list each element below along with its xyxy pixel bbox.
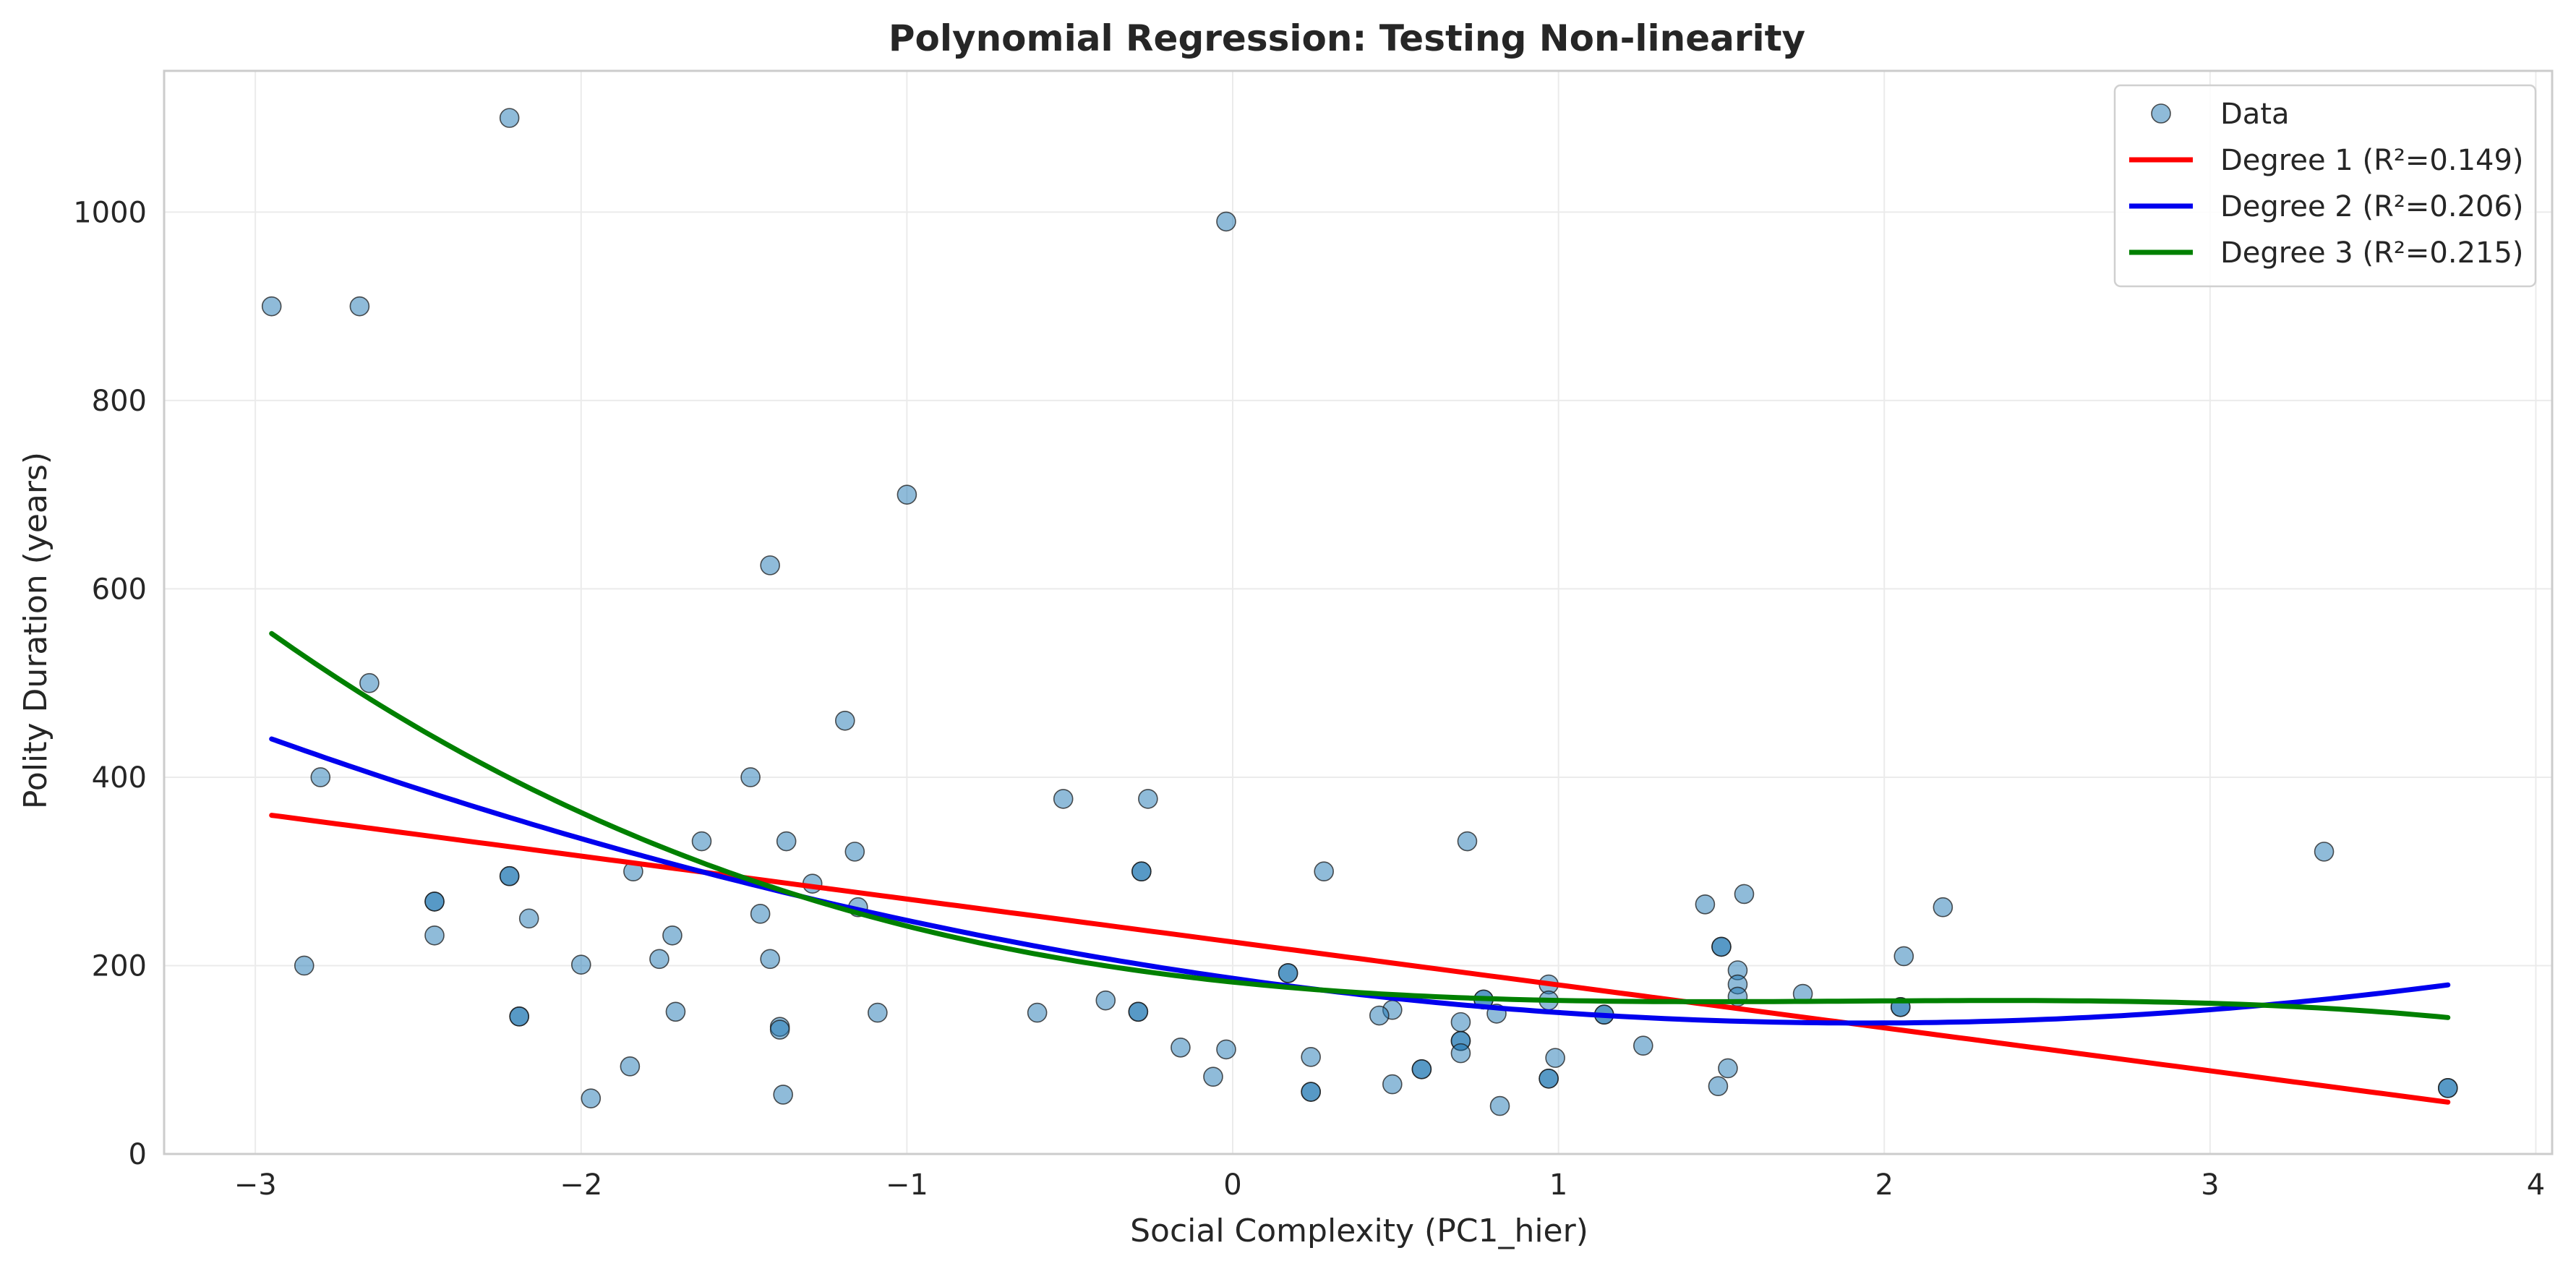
data-point [1216,1039,1236,1060]
chart-title: Polynomial Regression: Testing Non-linea… [889,17,1805,59]
data-point [424,925,445,946]
data-point [1131,861,1152,882]
data-point [834,710,855,731]
plot-frame [163,69,2554,1155]
data-point [310,767,331,787]
data-point [349,296,370,317]
y-axis-label: Polity Duration (years) [17,452,54,809]
legend: Data Degree 1 (R²=0.149) Degree 2 (R²=0.20… [2113,84,2537,288]
data-point [294,955,314,976]
data-point [1718,1058,1738,1079]
x-tick-label: 2 [1875,1168,1894,1202]
data-point [1027,1002,1048,1023]
data-point [750,904,771,924]
data-point [1450,1043,1471,1064]
data-point [1411,1059,1432,1080]
data-point [1053,789,1074,809]
series [261,108,2458,1116]
ticks: −3 −2 −1 0 1 2 3 4 0 200 400 600 800 1000 [73,196,2545,1202]
data-point [1457,831,1478,852]
data-point [1138,789,1158,809]
data-point [1933,897,1954,918]
x-tick-label: 3 [2201,1168,2219,1202]
data-point [844,842,865,862]
y-tick-label: 800 [92,385,147,418]
axes-spines [163,69,2554,1155]
data-point [1711,936,1732,957]
data-point [518,908,539,929]
data-point [1278,963,1298,983]
data-point [1314,861,1334,882]
data-point [773,1085,793,1105]
data-point [662,925,682,946]
data-point [620,1056,641,1077]
data-point [1708,1076,1729,1097]
data-point [769,1019,790,1040]
data-point [1216,211,1236,232]
x-tick-label: −2 [560,1168,602,1202]
x-tick-label: −3 [234,1168,277,1202]
data-point [359,672,380,693]
legend-label: Data [2220,98,2290,131]
legend-box [2113,84,2537,288]
data-point [1382,1074,1403,1095]
data-point [776,831,797,852]
y-tick-label: 600 [92,573,147,606]
data-point [1369,1005,1390,1026]
data-point [2438,1078,2458,1098]
data-point [897,484,917,505]
x-tick-label: −1 [886,1168,928,1202]
data-point [1545,1048,1565,1068]
data-point [868,1002,888,1023]
legend-marker-data [2151,103,2171,124]
y-tick-label: 400 [92,761,147,795]
data-point [1171,1038,1191,1058]
data-point [581,1088,602,1108]
degree-3-fit-line [269,630,2451,1020]
data-point [261,296,282,317]
data-point [665,1001,686,1022]
legend-label: Degree 3 (R²=0.215) [2220,236,2524,270]
y-tick-label: 200 [92,949,147,983]
data-point [1301,1047,1321,1067]
data-point [1633,1035,1653,1056]
data-point [1301,1082,1321,1102]
data-point [1894,946,1914,967]
y-tick-label: 0 [129,1138,147,1171]
legend-label: Degree 1 (R²=0.149) [2220,144,2524,177]
data-point [1128,1001,1149,1022]
data-point [499,865,520,886]
x-tick-label: 1 [1549,1168,1567,1202]
data-point [509,1006,529,1027]
data-point [1695,894,1716,915]
data-point [424,892,445,912]
data-point [1539,1068,1559,1089]
x-tick-label: 0 [1223,1168,1241,1202]
data-point [740,767,761,787]
data-point [1450,1012,1471,1033]
data-point [1203,1066,1223,1087]
x-tick-label: 4 [2527,1168,2545,1202]
data-point [499,108,520,128]
data-point [691,831,712,852]
y-tick-label: 1000 [73,196,147,229]
legend-label: Degree 2 (R²=0.206) [2220,190,2524,223]
data-point [1095,990,1116,1011]
data-point [1734,884,1755,905]
data-point [760,949,780,970]
data-point [1489,1095,1510,1116]
data-point [649,949,669,970]
x-axis-label: Social Complexity (PC1_hier) [1130,1213,1588,1249]
data-point [570,954,591,975]
data-point [760,555,780,576]
data-point [2314,842,2335,862]
degree-1-fit-line [269,813,2451,1105]
